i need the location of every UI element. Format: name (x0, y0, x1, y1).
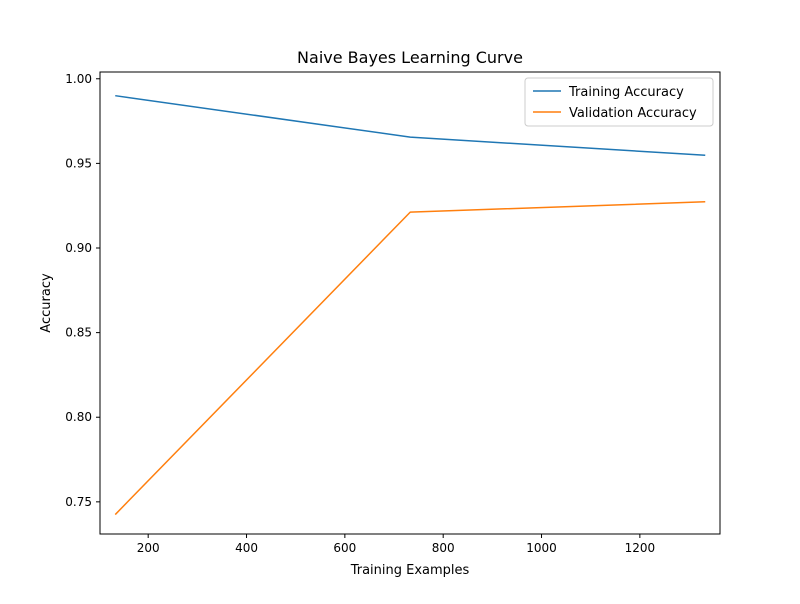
series-layer (114, 94, 706, 516)
legend-label-validation-accuracy: Validation Accuracy (569, 106, 697, 121)
y-tick-label: 0.75 (65, 495, 92, 509)
y-axis-ticks: 0.75 0.80 0.85 0.90 0.95 1.00 (65, 72, 100, 509)
x-tick-label: 1000 (526, 541, 557, 555)
y-tick-label: 0.90 (65, 241, 92, 255)
series-line-training-accuracy (115, 94, 706, 157)
y-axis-label: Accuracy (39, 273, 54, 333)
plot-frame (99, 71, 721, 535)
y-tick-label: 0.85 (65, 326, 92, 340)
x-tick-label: 600 (333, 541, 356, 555)
x-tick-label: 200 (137, 541, 160, 555)
x-axis-ticks: 200 400 600 800 1000 1200 (137, 534, 655, 555)
legend-label-training-accuracy: Training Accuracy (568, 85, 684, 100)
series-line-validation-accuracy (114, 201, 706, 516)
x-tick-label: 800 (432, 541, 455, 555)
legend-items: Training Accuracy Validation Accuracy (533, 85, 697, 121)
y-tick-label: 1.00 (65, 72, 92, 86)
legend: Training Accuracy Validation Accuracy (524, 77, 714, 127)
legend-box (524, 77, 714, 127)
x-tick-label: 400 (235, 541, 258, 555)
chart-title: Naive Bayes Learning Curve (297, 48, 523, 67)
y-tick-label: 0.95 (65, 156, 92, 170)
x-tick-label: 1200 (625, 541, 656, 555)
y-tick-label: 0.80 (65, 410, 92, 424)
x-axis-label: Training Examples (350, 563, 470, 578)
